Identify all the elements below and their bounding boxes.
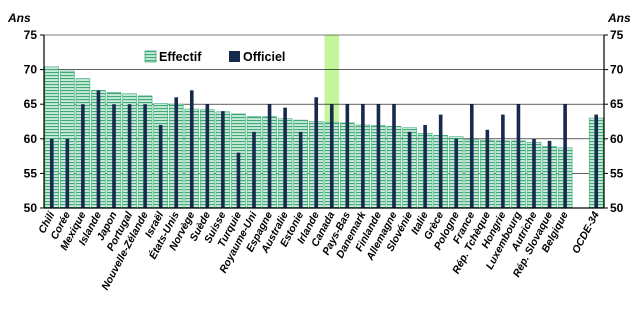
bar-officiel (252, 131, 256, 208)
legend-label-officiel: Officiel (243, 50, 285, 64)
bar-officiel (221, 111, 225, 208)
bar-officiel (547, 140, 552, 208)
legend: Effectif Officiel (144, 50, 285, 64)
bar-officiel (314, 97, 319, 208)
bar-officiel (454, 138, 459, 208)
bar-officiel (127, 104, 132, 208)
y-tick-label-left: 70 (24, 63, 38, 77)
bar-officiel (236, 152, 241, 208)
bar-officiel (516, 104, 521, 208)
bar-officiel (96, 90, 101, 208)
y-tick-label-left: 50 (24, 201, 38, 215)
y-tick-label-right: 65 (610, 97, 624, 111)
axes (40, 34, 608, 209)
bar-officiel (485, 129, 490, 208)
bar-officiel (594, 114, 599, 208)
bar-officiel (189, 90, 194, 208)
bar-officiel (158, 124, 163, 208)
bar-officiel (298, 131, 303, 208)
bar-officiel (81, 104, 85, 208)
y-tick-label-right: 75 (610, 28, 624, 42)
y-unit-left: Ans (7, 11, 31, 25)
y-tick-label-right: 60 (610, 132, 624, 146)
bar-officiel (501, 114, 505, 208)
bar-officiel (267, 104, 272, 208)
bar-officiel (423, 124, 427, 208)
y-tick-label-left: 65 (24, 97, 38, 111)
y-tick-label-left: 75 (24, 28, 38, 42)
bar-officiel (392, 104, 396, 208)
bar-officiel (407, 131, 412, 208)
legend-label-effectif: Effectif (159, 50, 202, 64)
bar-officiel (65, 138, 70, 208)
bar-officiel (112, 104, 116, 208)
bar-officiel (532, 138, 536, 208)
bar-officiel (143, 104, 147, 208)
legend-swatch-officiel (229, 51, 240, 62)
bar-officiel (345, 104, 350, 208)
bar-officiel (361, 104, 365, 208)
x-tick-label: OCDE-34 (570, 210, 602, 256)
bar-officiel (174, 97, 179, 208)
y-tick-label-left: 60 (24, 132, 38, 146)
y-tick-label-right: 70 (610, 63, 624, 77)
y-tick-label-right: 55 (610, 166, 624, 180)
bar-officiel (283, 107, 287, 208)
bar-officiel (563, 104, 567, 208)
y-unit-right: Ans (607, 11, 631, 25)
bar-officiel (329, 104, 334, 208)
legend-swatch-effectif (144, 50, 157, 63)
bar-officiel (205, 104, 210, 208)
bar-officiel (438, 114, 443, 208)
bar-officiel (49, 138, 54, 208)
y-tick-label-left: 55 (24, 166, 38, 180)
bar-officiel (376, 104, 381, 208)
bar-officiel (469, 104, 474, 208)
y-tick-label-right: 50 (610, 201, 624, 215)
